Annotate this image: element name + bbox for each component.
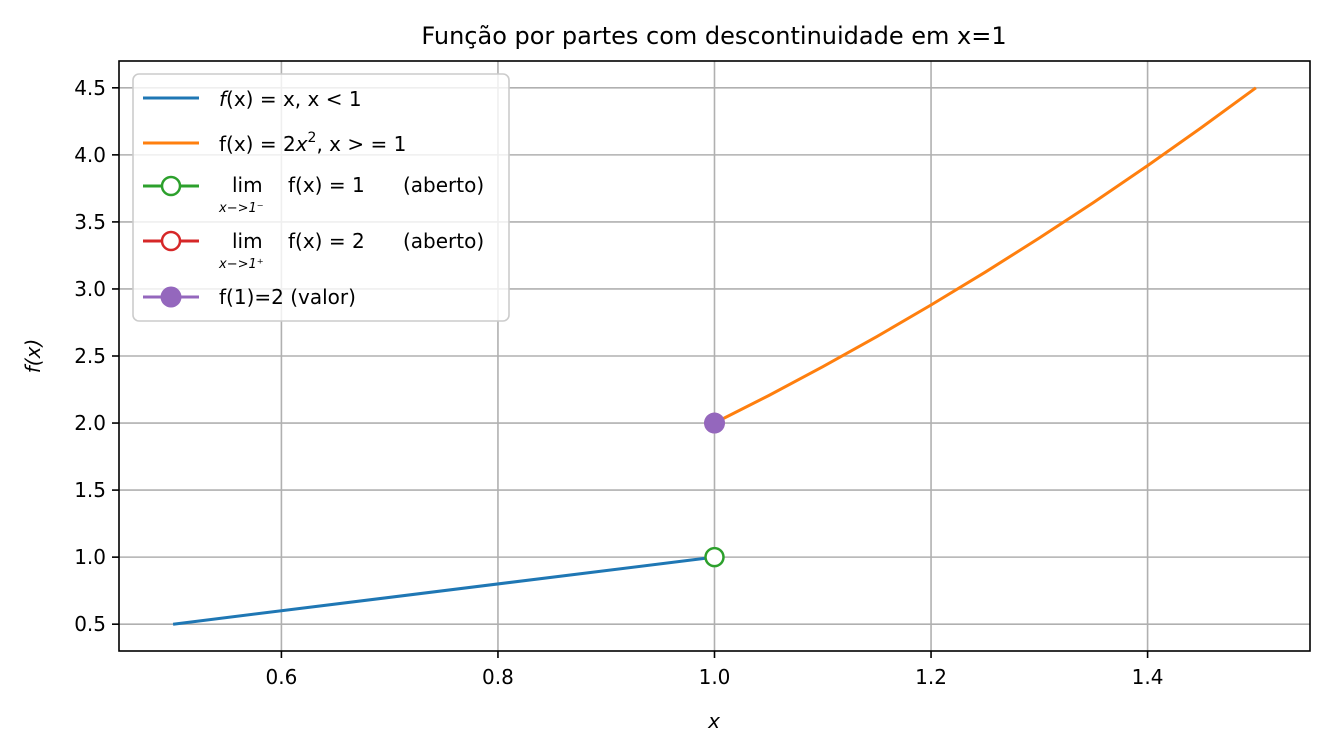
y-tick-label: 1.5 (74, 478, 106, 502)
legend-entry-1: f(x) = x, x < 1 (143, 87, 362, 111)
y-axis-label: f(x) (21, 339, 45, 373)
legend-entry-5: f(1)=2 (valor) (143, 285, 356, 309)
x-tick-label: 1.0 (699, 665, 731, 689)
data-point-filled-5 (704, 412, 725, 434)
legend-label-2: f(x) = 2x2, x > = 1 (219, 130, 406, 156)
legend-note-4: (aberto) (403, 229, 484, 253)
legend-expr-3: f(x) = 1 (288, 173, 365, 197)
legend-note-3: (aberto) (403, 173, 484, 197)
legend-entry-2: f(x) = 2x2, x > = 1 (143, 130, 406, 156)
legend-entry-3: lim x−>1⁻ f(x) = 1 (aberto) (143, 173, 484, 216)
x-tick-label: 1.2 (915, 665, 947, 689)
y-tick-label: 0.5 (74, 612, 106, 636)
legend-marker-3 (160, 175, 182, 197)
legend-entry-4: lim x−>1⁺ f(x) = 2 (aberto) (143, 229, 484, 272)
series-line-1 (172, 555, 715, 626)
legend-label-5: f(1)=2 (valor) (219, 285, 356, 309)
y-axis: 0.5 1.0 1.5 2.0 2.5 3.0 3.5 4.0 4.5 (74, 76, 119, 636)
legend-lim-4: lim (232, 229, 263, 253)
legend-box (132, 73, 510, 322)
y-tick-label: 2.0 (74, 411, 106, 435)
y-tick-label: 3.5 (74, 210, 106, 234)
y-tick-label: 2.5 (74, 344, 106, 368)
chart-title: Função por partes com descontinuidade em… (421, 22, 1006, 50)
x-tick-label: 1.4 (1132, 665, 1164, 689)
legend-label-1: f(x) = x, x < 1 (219, 87, 362, 111)
y-tick-label: 4.0 (74, 143, 106, 167)
data-point-open-3 (704, 546, 725, 568)
legend-sub-4: x−>1⁺ (218, 257, 264, 272)
legend-sub-3: x−>1⁻ (218, 201, 264, 216)
legend-marker-5 (160, 286, 182, 308)
x-tick-label: 0.6 (266, 665, 298, 689)
series-markers (704, 412, 725, 568)
legend-expr-4: f(x) = 2 (288, 229, 365, 253)
grid (119, 61, 1310, 651)
x-axis-label: x (707, 709, 720, 733)
series-line-2 (713, 86, 1257, 425)
series-lines (172, 86, 1257, 626)
y-tick-label: 3.0 (74, 277, 106, 301)
legend-marker-4 (160, 230, 182, 252)
x-tick-label: 0.8 (482, 665, 514, 689)
x-axis: 0.6 0.8 1.0 1.2 1.4 (266, 651, 1164, 689)
legend: f(x) = x, x < 1 f(x) = 2x2, x > = 1 lim … (132, 73, 510, 322)
legend-lim-3: lim (232, 173, 263, 197)
y-tick-label: 1.0 (74, 545, 106, 569)
y-tick-label: 4.5 (74, 76, 106, 100)
